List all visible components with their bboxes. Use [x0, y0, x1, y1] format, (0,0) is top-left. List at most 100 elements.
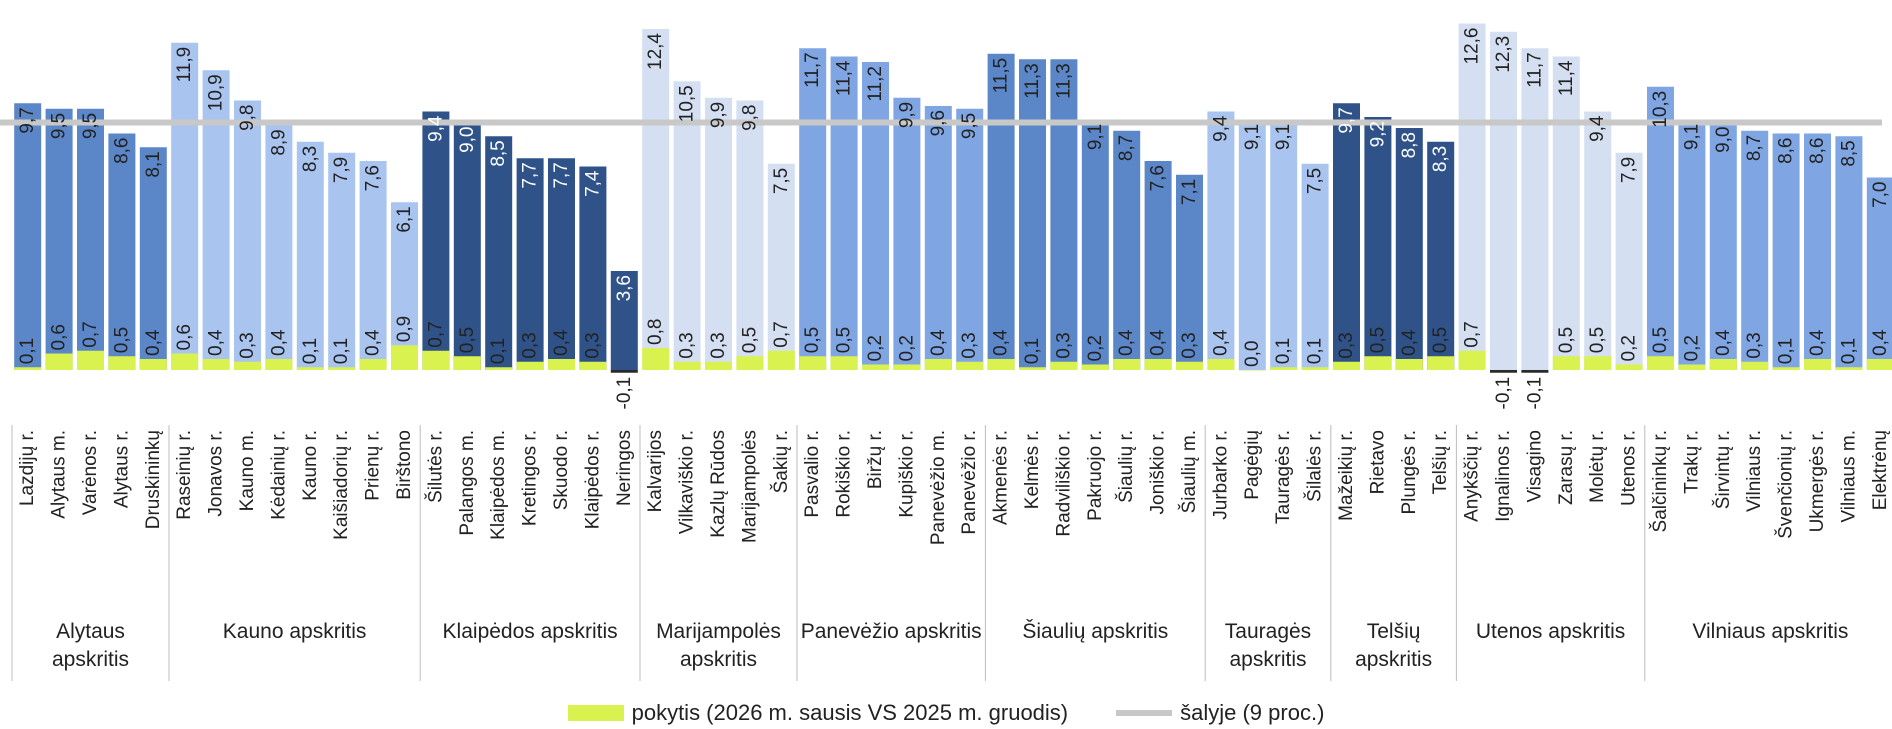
change-label: 0,4 [551, 329, 572, 356]
value-label: 7,1 [1179, 179, 1200, 205]
category-label: Kėdainių r. [268, 430, 289, 520]
bar [1647, 86, 1674, 370]
change-label: 0,8 [645, 319, 666, 345]
category-label: Vilkaviškio r. [677, 430, 698, 534]
category-label: Trakų r. [1681, 430, 1702, 494]
change-label: 0,1 [331, 338, 352, 364]
change-bar [234, 361, 261, 370]
legend-label-reference: šalyje (9 proc.) [1180, 700, 1325, 725]
bar [296, 141, 324, 370]
value-label: 7,0 [1870, 182, 1891, 208]
change-bar [453, 356, 481, 370]
change-label: 0,5 [1587, 327, 1608, 353]
value-label: 7,5 [771, 168, 792, 194]
legend-swatch-change [567, 705, 624, 721]
change-bar [1741, 361, 1769, 370]
change-bar [1333, 361, 1360, 370]
category-label: Vilniaus m. [1838, 430, 1859, 523]
change-bar [924, 359, 952, 370]
value-label: 8,1 [143, 151, 164, 177]
value-label: 9,9 [708, 102, 729, 128]
category-label: Mažeikių r. [1336, 430, 1357, 521]
change-label: 0,3 [677, 332, 698, 358]
bars-layer [14, 23, 1892, 373]
bar [516, 158, 544, 370]
bar [1866, 177, 1892, 370]
category-label: Klaipėdos m. [488, 430, 509, 540]
bar [1364, 117, 1392, 370]
category-label: Plungės r. [1399, 430, 1420, 515]
change-bar [1050, 361, 1078, 370]
bar [1615, 152, 1643, 370]
group-label: Alytaus [56, 620, 125, 643]
change-label: 0,4 [1210, 329, 1231, 356]
bar [265, 125, 293, 370]
value-label: 11,3 [1022, 63, 1043, 99]
value-label: 8,6 [1807, 138, 1828, 164]
change-bar [1490, 370, 1517, 373]
change-bar [799, 356, 827, 370]
bar [45, 108, 73, 370]
bar [139, 147, 167, 370]
category-label: Joniškio r. [1148, 430, 1169, 514]
change-bar [108, 356, 136, 370]
bar [1238, 119, 1266, 370]
value-labels-layer: 9,7 0,1 9,5 0,6 9,5 0,7 8,6 0,5 8,1 0,4 11,9 0,6 10,… [17, 28, 1891, 410]
change-bar [328, 367, 356, 370]
bar [579, 166, 607, 370]
change-bar [548, 359, 575, 370]
change-label: 0,5 [1556, 327, 1577, 353]
category-label: Kaišiadorių r. [331, 430, 352, 540]
change-label: 0,6 [49, 324, 70, 350]
change-bar [1521, 370, 1549, 373]
category-label: Visagino [1524, 430, 1545, 503]
value-label: 12,3 [1493, 36, 1514, 73]
change-label: 0,9 [394, 316, 415, 342]
category-label: Šilutės r. [424, 430, 446, 503]
bar [642, 29, 670, 370]
bar [234, 100, 261, 370]
bar [1301, 163, 1329, 370]
category-label: Druskininkų [143, 430, 164, 529]
category-label: Širvintų r. [1712, 430, 1734, 509]
bar [893, 97, 921, 370]
change-bar [422, 350, 450, 370]
value-label: 6,1 [394, 206, 415, 232]
change-label: 0,4 [363, 329, 384, 356]
change-bar [359, 359, 387, 370]
change-bar [1081, 364, 1109, 370]
category-label: Šalčininkų r. [1649, 430, 1671, 532]
value-label: 11,9 [174, 47, 195, 83]
category-label: Raseinių r. [174, 430, 195, 520]
value-label: 9,9 [896, 102, 917, 128]
category-label: Švenčionių r. [1775, 430, 1797, 539]
bar [799, 48, 827, 370]
category-label: Birštono [394, 430, 415, 500]
value-label: 8,7 [1116, 135, 1137, 161]
change-bar [77, 350, 104, 370]
change-bar [642, 348, 670, 370]
category-label: Jonavos r. [206, 430, 227, 517]
change-bar [830, 356, 858, 370]
change-bar [1772, 367, 1800, 370]
value-label: 8,6 [1776, 138, 1797, 164]
change-bar [1427, 356, 1455, 370]
category-label: Kauno r. [300, 430, 321, 501]
bar [767, 163, 795, 370]
change-label: 0,4 [268, 329, 289, 356]
value-label: 7,9 [331, 157, 352, 183]
change-bar [1144, 359, 1172, 370]
bar [1333, 103, 1360, 370]
change-bar [705, 361, 732, 370]
change-bar [139, 359, 167, 370]
change-bar [1709, 359, 1737, 370]
change-label: 0,4 [1713, 329, 1734, 356]
bar [1427, 141, 1455, 370]
value-label: 9,1 [1242, 124, 1263, 150]
value-label: 9,6 [928, 110, 949, 136]
bar [202, 70, 230, 370]
change-bar [1584, 356, 1612, 370]
change-bar [579, 361, 607, 370]
group-label: apskritis [1355, 648, 1432, 671]
